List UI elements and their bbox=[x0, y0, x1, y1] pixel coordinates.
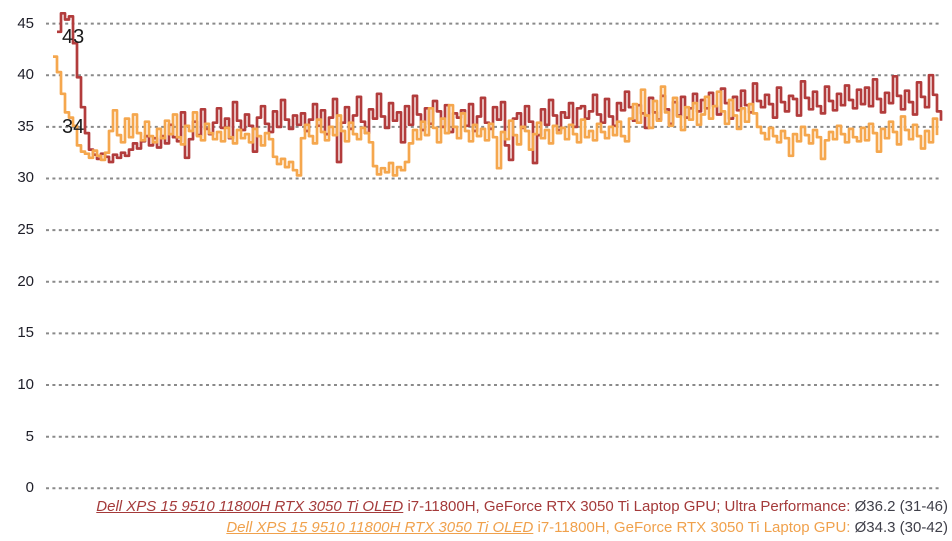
series-line-ultra-performance bbox=[57, 11, 943, 165]
legend-specs-text: i7-11800H, GeForce RTX 3050 Ti Laptop GP… bbox=[403, 498, 855, 515]
y-axis-tick-label: 20 bbox=[17, 272, 34, 290]
y-axis-tick-label: 35 bbox=[17, 117, 34, 135]
series-line-standard bbox=[53, 55, 939, 177]
legend-device-link[interactable]: Dell XPS 15 9510 11800H RTX 3050 Ti OLED bbox=[96, 498, 404, 515]
chart-legend: Dell XPS 15 9510 11800H RTX 3050 Ti OLED… bbox=[96, 496, 948, 538]
legend-row-ultra-performance: Dell XPS 15 9510 11800H RTX 3050 Ti OLED… bbox=[96, 496, 948, 517]
legend-specs-text: i7-11800H, GeForce RTX 3050 Ti Laptop GP… bbox=[533, 519, 855, 536]
y-axis-tick-label: 15 bbox=[17, 324, 34, 342]
y-axis-tick-label: 10 bbox=[17, 376, 34, 394]
y-axis-tick-label: 5 bbox=[25, 427, 34, 445]
y-axis-tick-label: 40 bbox=[17, 66, 34, 84]
y-axis-tick-label: 30 bbox=[17, 169, 34, 187]
series-start-value-label-orange: 34 bbox=[62, 116, 85, 138]
y-axis-tick-label: 45 bbox=[17, 14, 34, 32]
y-axis-tick-label: 25 bbox=[17, 221, 34, 239]
legend-average-value: Ø34.3 (30-42) bbox=[854, 519, 948, 536]
y-axis-tick-label: 0 bbox=[25, 479, 34, 497]
legend-device-link[interactable]: Dell XPS 15 9510 11800H RTX 3050 Ti OLED bbox=[226, 519, 534, 536]
series-start-value-label-red: 43 bbox=[62, 26, 85, 48]
legend-average-value: Ø36.2 (31-46) bbox=[854, 498, 948, 515]
legend-row-standard: Dell XPS 15 9510 11800H RTX 3050 Ti OLED… bbox=[96, 517, 948, 538]
